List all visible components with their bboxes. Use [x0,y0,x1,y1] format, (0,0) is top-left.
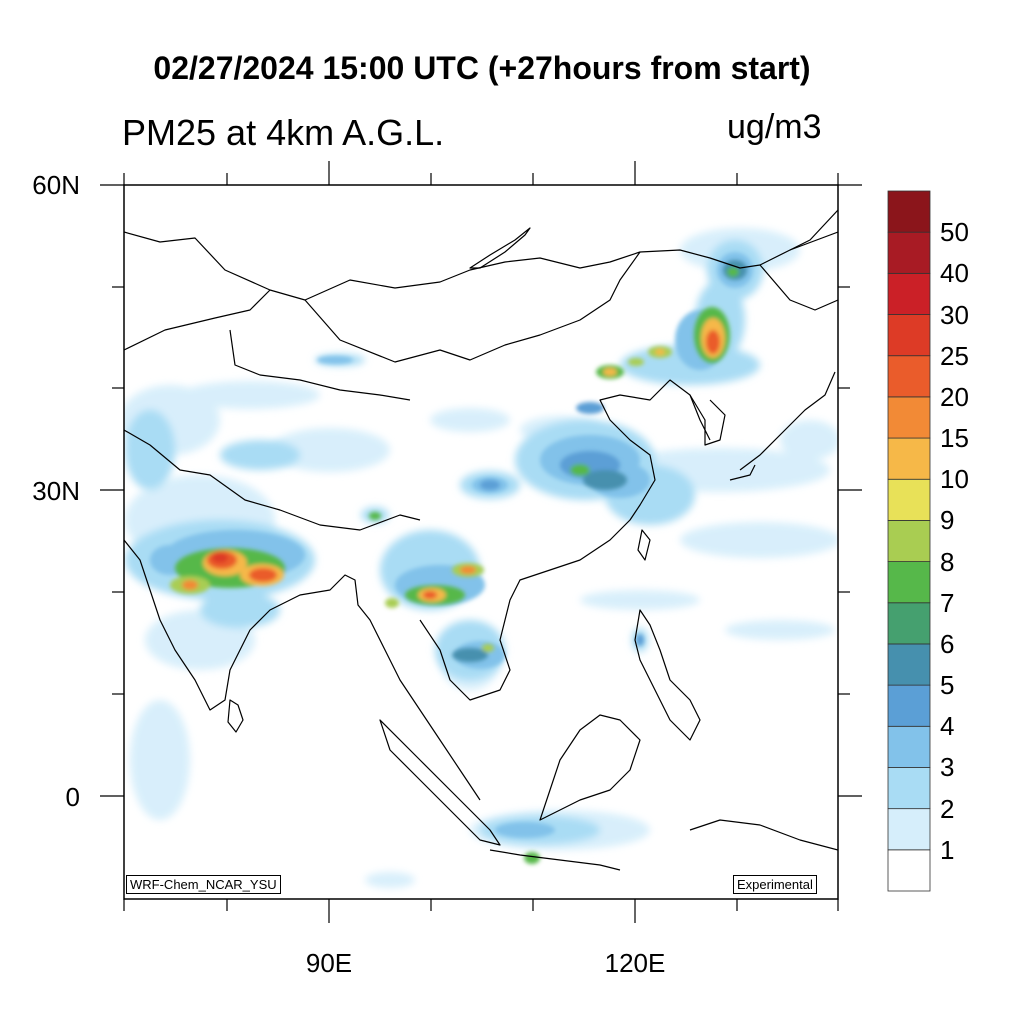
lat-label-60n: 60N [32,170,80,200]
colorbar-level-label: 9 [940,505,955,536]
colorbar [887,190,931,892]
colorbar-level-label: 50 [940,217,969,248]
lon-label-120e: 120E [604,948,666,978]
map-frame [123,184,839,900]
colorbar-level-label: 5 [940,670,955,701]
colorbar-box [887,725,931,768]
colorbar-level-label: 25 [940,340,969,371]
colorbar-box [887,478,931,521]
model-label: WRF-Chem_NCAR_YSU [126,875,281,894]
colorbar-box [887,849,931,892]
experimental-label: Experimental [733,875,817,894]
colorbar-box [887,355,931,398]
lon-label-90e: 90E [305,948,353,978]
colorbar-level-label: 10 [940,464,969,495]
colorbar-box [887,314,931,357]
lat-label-0: 0 [65,782,80,812]
colorbar-box [887,643,931,686]
lat-label-30n: 30N [32,476,80,506]
colorbar-box [887,272,931,315]
map-title: 02/27/2024 15:00 UTC (+27hours from star… [153,50,811,86]
coastlines [124,209,838,871]
colorbar-box [887,396,931,439]
colorbar-level-label: 30 [940,299,969,330]
colorbar-level-label: 40 [940,258,969,289]
colorbar-box [887,602,931,645]
colorbar-level-label: 2 [940,793,955,824]
colorbar-level-label: 15 [940,423,969,454]
colorbar-box [887,561,931,604]
colorbar-level-label: 6 [940,628,955,659]
tick-marks [100,161,862,923]
colorbar-box [887,767,931,810]
colorbar-level-label: 3 [940,752,955,783]
pm25-field [124,228,838,888]
colorbar-box [887,190,931,233]
colorbar-box [887,684,931,727]
colorbar-level-label: 4 [940,711,955,742]
colorbar-box [887,437,931,480]
colorbar-level-label: 7 [940,587,955,618]
colorbar-level-label: 8 [940,546,955,577]
colorbar-box [887,520,931,562]
units-label: ug/m3 [727,108,822,146]
colorbar-level-label: 20 [940,381,969,412]
colorbar-box [887,808,931,851]
colorbar-level-label: 1 [940,834,955,865]
colorbar-box [887,231,931,274]
variable-title: PM25 at 4km A.G.L. [122,112,445,153]
